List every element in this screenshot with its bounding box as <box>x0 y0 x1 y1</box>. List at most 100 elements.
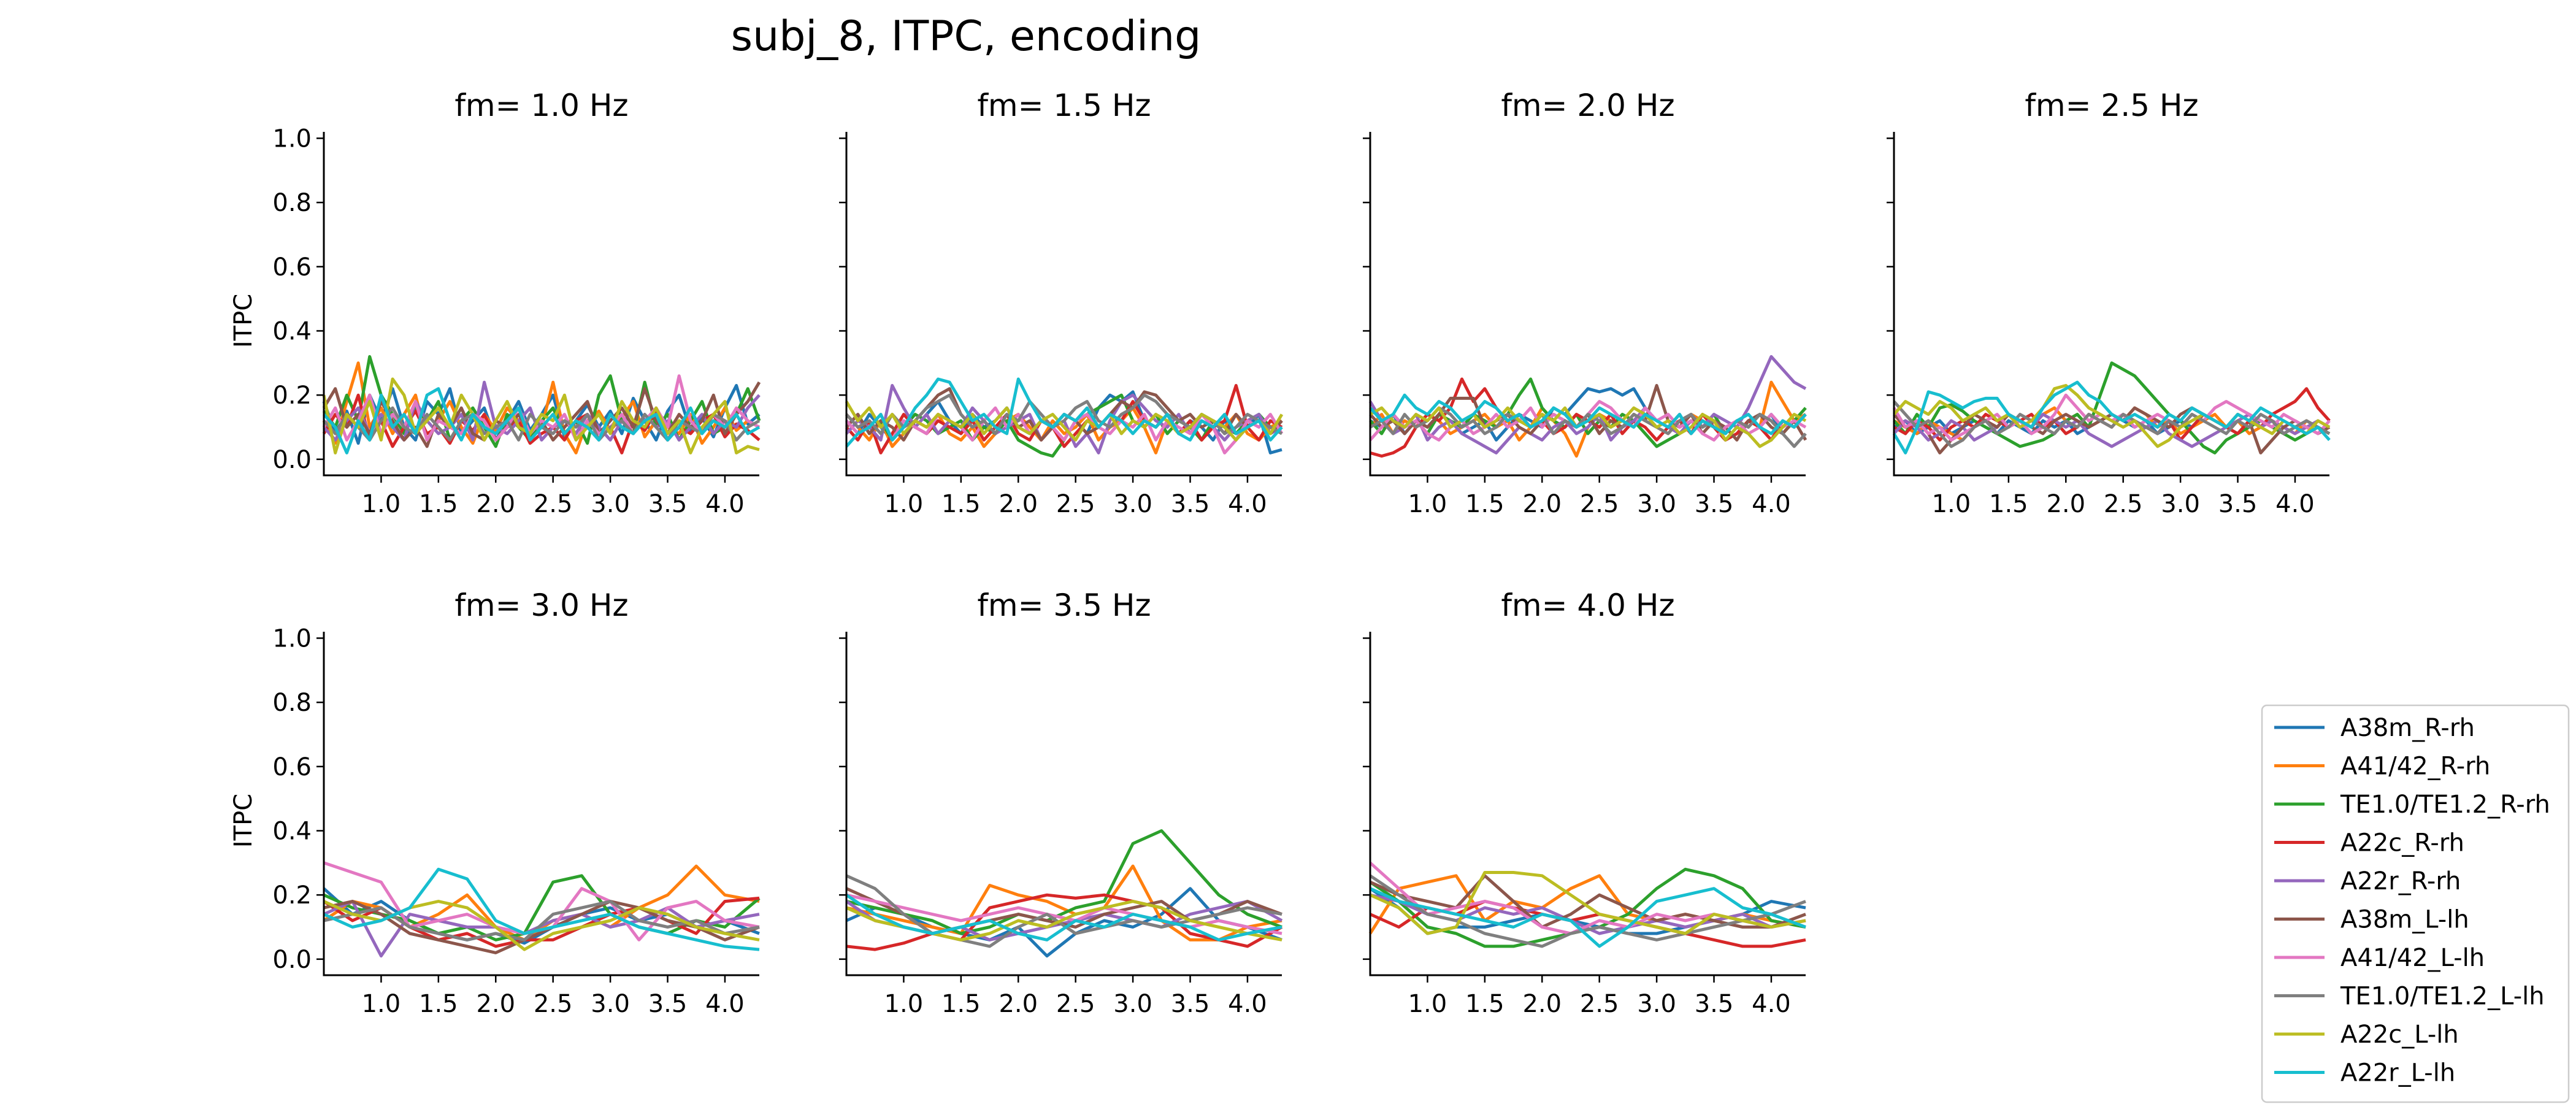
x-tick-label: 3.0 <box>2161 490 2200 518</box>
x-tick-label: 1.0 <box>362 490 401 518</box>
x-tick-label: 1.5 <box>1465 990 1505 1018</box>
x-tick-label: 2.5 <box>534 990 573 1018</box>
legend-entry: A22r_R-rh <box>2274 867 2461 895</box>
x-tick-label: 2.0 <box>999 490 1038 518</box>
series-line <box>1369 393 1807 435</box>
legend-entry: TE1.0/TE1.2_R-rh <box>2274 791 2550 819</box>
legend-entry: A38m_R-rh <box>2274 714 2475 742</box>
subplot-title: fm= 4.0 Hz <box>1501 588 1674 623</box>
y-tick-label: 0.2 <box>272 881 312 910</box>
x-tick-label: 3.0 <box>1637 490 1676 518</box>
subplot-panel: fm= 1.5 Hz 1.0 1.5 2.0 2.5 3.0 3.5 4.0 <box>839 88 1284 518</box>
subplot-title: fm= 3.5 Hz <box>977 588 1151 623</box>
series-line <box>845 894 1282 941</box>
series-line <box>1369 871 1806 935</box>
series-line <box>1892 380 2331 454</box>
series-line <box>845 874 1282 948</box>
x-tick-label: 1.5 <box>1465 490 1505 518</box>
x-tick-label: 1.0 <box>884 990 924 1018</box>
x-tick-label: 3.5 <box>1695 990 1734 1018</box>
y-tick-label: 1.0 <box>272 125 312 153</box>
x-tick-label: 2.5 <box>1056 990 1095 1018</box>
x-tick-label: 1.0 <box>1408 490 1447 518</box>
x-tick-label: 2.0 <box>1522 490 1562 518</box>
x-tick-label: 2.5 <box>1056 490 1095 518</box>
subplot-title: fm= 2.5 Hz <box>2025 88 2198 123</box>
x-tick-label: 2.0 <box>1522 990 1562 1018</box>
legend-label: A41/42_R-rh <box>2340 753 2490 781</box>
legend-entry: TE1.0/TE1.2_L-lh <box>2274 983 2545 1011</box>
legend-label: TE1.0/TE1.2_L-lh <box>2340 983 2545 1011</box>
y-tick-label: 0.8 <box>272 189 312 217</box>
subplot-panel: fm= 2.5 Hz 1.0 1.5 2.0 2.5 3.0 3.5 4.0 <box>1887 88 2331 518</box>
x-tick-label: 1.5 <box>941 490 981 518</box>
series-line <box>323 380 761 442</box>
x-tick-label: 4.0 <box>1228 990 1267 1018</box>
series-line <box>1369 874 1806 948</box>
subplot-title: fm= 3.0 Hz <box>454 588 628 623</box>
x-tick-label: 1.5 <box>941 990 981 1018</box>
x-tick-label: 4.0 <box>1228 490 1267 518</box>
legend-entry: A22c_L-lh <box>2274 1021 2459 1049</box>
legend-entry: A38m_L-lh <box>2274 906 2469 934</box>
series-line <box>846 829 1282 935</box>
subplot-panel: fm= 3.5 Hz 1.0 1.5 2.0 2.5 3.0 3.5 4.0 <box>839 588 1283 1018</box>
x-tick-label: 2.0 <box>476 990 515 1018</box>
x-tick-label: 3.0 <box>1113 490 1152 518</box>
x-tick-label: 2.5 <box>2104 490 2143 518</box>
x-tick-label: 2.5 <box>534 490 573 518</box>
legend-label: A22c_L-lh <box>2340 1021 2459 1049</box>
legend-entry: A22r_L-lh <box>2274 1059 2455 1087</box>
y-tick-label: 0.0 <box>272 446 312 474</box>
legend-label: A22c_R-rh <box>2340 829 2464 857</box>
legend-label: A22r_L-lh <box>2340 1059 2455 1087</box>
series-line <box>322 377 760 454</box>
subplot-panel: fm= 1.0 Hz 0.0 0.2 0.4 0.6 0.8 1.0 1.0 1.5 2.0 2.5… <box>229 88 761 518</box>
legend-label: A22r_R-rh <box>2340 867 2461 895</box>
y-tick-label: 1.0 <box>272 624 312 653</box>
x-tick-label: 1.5 <box>419 490 458 518</box>
y-tick-label: 0.6 <box>272 753 312 781</box>
figure-title: subj_8, ITPC, encoding <box>731 12 1202 61</box>
x-tick-label: 3.5 <box>648 490 688 518</box>
x-tick-label: 3.5 <box>1695 490 1734 518</box>
series-line <box>322 374 761 442</box>
y-tick-label: 0.0 <box>272 946 312 974</box>
series-line <box>845 406 1284 454</box>
series-line <box>846 893 1283 951</box>
series-line <box>845 377 1283 448</box>
x-tick-label: 1.0 <box>1408 990 1447 1018</box>
x-tick-label: 1.5 <box>419 990 458 1018</box>
legend-entry: A22c_R-rh <box>2274 829 2464 857</box>
legend-label: A38m_R-rh <box>2340 714 2475 742</box>
series-line <box>323 387 761 454</box>
y-axis-label: ITPC <box>229 294 258 348</box>
x-tick-label: 2.0 <box>476 490 515 518</box>
x-tick-label: 3.5 <box>1171 490 1210 518</box>
subplot-grid: fm= 1.0 Hz 0.0 0.2 0.4 0.6 0.8 1.0 1.0 1.5 2.0 2.5… <box>229 88 2331 1018</box>
x-tick-label: 3.5 <box>1171 990 1210 1018</box>
subplot-panel: fm= 3.0 Hz 0.0 0.2 0.4 0.6 0.8 1.0 1.0 1.5 2.0 2.5… <box>229 588 761 1018</box>
x-tick-label: 3.0 <box>1113 990 1152 1018</box>
x-tick-label: 2.5 <box>1580 990 1619 1018</box>
y-axis-label: ITPC <box>229 794 258 848</box>
y-tick-label: 0.4 <box>272 817 312 845</box>
x-tick-label: 1.0 <box>362 990 401 1018</box>
subplot-title: fm= 1.5 Hz <box>977 88 1151 123</box>
x-tick-label: 4.0 <box>1752 490 1791 518</box>
x-tick-label: 2.0 <box>999 990 1038 1018</box>
subplot-panel: fm= 2.0 Hz 1.0 1.5 2.0 2.5 3.0 3.5 4.0 <box>1363 88 1807 518</box>
series-line <box>1893 400 2331 448</box>
series-line <box>323 867 760 951</box>
y-tick-label: 0.2 <box>272 381 312 410</box>
legend-entry: A41/42_R-rh <box>2274 753 2490 781</box>
x-tick-label: 4.0 <box>1752 990 1791 1018</box>
x-tick-label: 3.5 <box>648 990 688 1018</box>
series-line <box>323 900 760 941</box>
x-tick-label: 3.0 <box>1637 990 1676 1018</box>
x-tick-label: 2.0 <box>2046 490 2085 518</box>
x-tick-label: 3.0 <box>591 490 630 518</box>
x-tick-label: 1.0 <box>1932 490 1971 518</box>
